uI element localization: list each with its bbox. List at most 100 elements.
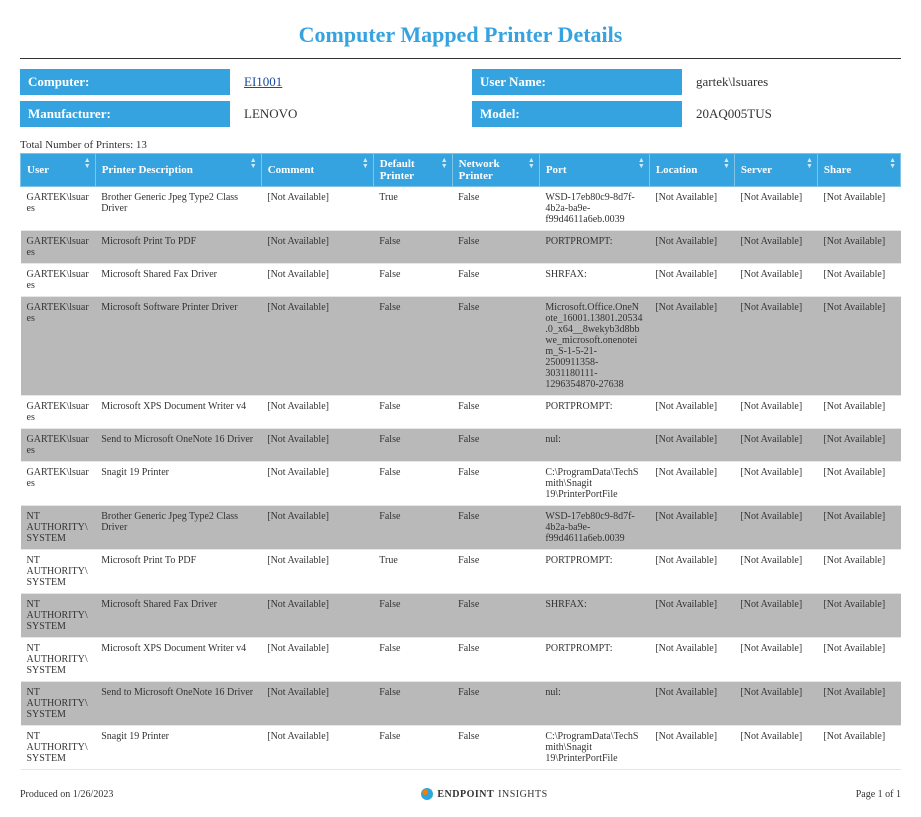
endpoint-insights-logo: ENDPOINT INSIGHTS [421,788,547,800]
table-cell: GARTEK\lsuares [21,264,96,297]
column-header[interactable]: User▲▼ [21,154,96,187]
table-cell: [Not Available] [817,231,900,264]
table-cell: SHRFAX: [539,264,649,297]
page-title: Computer Mapped Printer Details [20,22,901,48]
table-cell: [Not Available] [261,462,373,506]
table-cell: [Not Available] [261,429,373,462]
table-cell: False [373,231,452,264]
table-cell: [Not Available] [649,462,734,506]
table-cell: PORTPROMPT: [539,638,649,682]
column-header[interactable]: Server ▲▼ [734,154,817,187]
table-cell: [Not Available] [261,638,373,682]
table-cell: [Not Available] [261,594,373,638]
table-cell: [Not Available] [734,550,817,594]
table-cell: [Not Available] [261,396,373,429]
table-cell: False [373,297,452,396]
table-cell: False [452,462,539,506]
sort-icon[interactable]: ▲▼ [84,157,91,169]
sort-icon[interactable]: ▲▼ [362,157,369,169]
table-cell: False [373,594,452,638]
table-cell: [Not Available] [649,429,734,462]
table-cell: [Not Available] [649,187,734,231]
table-cell: [Not Available] [817,682,900,726]
printer-count: Total Number of Printers: 13 [20,139,901,151]
table-cell: PORTPROMPT: [539,396,649,429]
column-header-label: Printer Description [102,164,193,176]
table-cell: NT AUTHORITY\SYSTEM [21,638,96,682]
table-cell: [Not Available] [734,231,817,264]
table-cell: Brother Generic Jpeg Type2 Class Driver [95,187,261,231]
column-header[interactable]: Network Printer▲▼ [452,154,539,187]
printer-table: User▲▼Printer Description▲▼Comment▲▼Defa… [20,153,901,770]
table-cell: True [373,187,452,231]
table-cell: [Not Available] [649,264,734,297]
table-cell: [Not Available] [261,187,373,231]
table-cell: [Not Available] [649,396,734,429]
table-cell: nul: [539,429,649,462]
column-header[interactable]: Location▲▼ [649,154,734,187]
table-cell: [Not Available] [734,429,817,462]
meta-grid: Computer: EI1001 User Name: gartek\lsuar… [20,69,901,127]
table-cell: False [452,682,539,726]
table-cell: False [373,682,452,726]
sort-icon[interactable]: ▲▼ [638,157,645,169]
table-row: NT AUTHORITY\SYSTEMMicrosoft XPS Documen… [21,638,901,682]
value-model: 20AQ005TUS [688,101,901,127]
table-cell: [Not Available] [734,638,817,682]
table-cell: False [452,297,539,396]
table-cell: False [452,550,539,594]
table-cell: False [452,264,539,297]
sort-icon[interactable]: ▲▼ [889,157,896,169]
sort-icon[interactable]: ▲▼ [441,157,448,169]
label-user: User Name: [472,69,682,95]
table-cell: Send to Microsoft OneNote 16 Driver [95,429,261,462]
sort-icon[interactable]: ▲▼ [723,157,730,169]
column-header[interactable]: Comment▲▼ [261,154,373,187]
computer-link[interactable]: EI1001 [244,74,282,89]
table-cell: [Not Available] [817,638,900,682]
title-divider [20,58,901,59]
table-row: GARTEK\lsuaresMicrosoft Shared Fax Drive… [21,264,901,297]
table-cell: GARTEK\lsuares [21,396,96,429]
column-header[interactable]: Port ▲▼ [539,154,649,187]
table-cell: False [373,264,452,297]
table-cell: False [373,429,452,462]
table-cell: PORTPROMPT: [539,231,649,264]
column-header[interactable]: Default Printer▲▼ [373,154,452,187]
column-header-label: Port [546,164,567,176]
table-cell: [Not Available] [817,462,900,506]
table-row: GARTEK\lsuaresMicrosoft Software Printer… [21,297,901,396]
column-header-label: Server [741,164,772,176]
table-row: NT AUTHORITY\SYSTEMMicrosoft Shared Fax … [21,594,901,638]
table-cell: False [373,726,452,770]
table-row: NT AUTHORITY\SYSTEMSend to Microsoft One… [21,682,901,726]
value-user: gartek\lsuares [688,69,901,95]
table-cell: [Not Available] [649,550,734,594]
table-cell: NT AUTHORITY\SYSTEM [21,682,96,726]
table-cell: False [452,506,539,550]
sort-icon[interactable]: ▲▼ [250,157,257,169]
table-cell: GARTEK\lsuares [21,297,96,396]
table-cell: [Not Available] [734,264,817,297]
table-row: GARTEK\lsuaresMicrosoft Print To PDF[Not… [21,231,901,264]
table-cell: [Not Available] [261,297,373,396]
table-cell: GARTEK\lsuares [21,429,96,462]
table-cell: Microsoft Shared Fax Driver [95,264,261,297]
sort-icon[interactable]: ▲▼ [528,157,535,169]
column-header[interactable]: Share▲▼ [817,154,900,187]
column-header[interactable]: Printer Description ▲▼ [95,154,261,187]
table-cell: Microsoft XPS Document Writer v4 [95,396,261,429]
table-row: NT AUTHORITY\SYSTEMBrother Generic Jpeg … [21,506,901,550]
table-cell: [Not Available] [817,726,900,770]
value-manufacturer: LENOVO [236,101,466,127]
table-row: GARTEK\lsuaresMicrosoft XPS Document Wri… [21,396,901,429]
table-cell: [Not Available] [649,594,734,638]
table-row: GARTEK\lsuaresBrother Generic Jpeg Type2… [21,187,901,231]
table-cell: GARTEK\lsuares [21,462,96,506]
table-cell: [Not Available] [649,682,734,726]
table-cell: False [452,231,539,264]
table-cell: Brother Generic Jpeg Type2 Class Driver [95,506,261,550]
table-cell: [Not Available] [734,187,817,231]
table-cell: False [373,396,452,429]
sort-icon[interactable]: ▲▼ [806,157,813,169]
